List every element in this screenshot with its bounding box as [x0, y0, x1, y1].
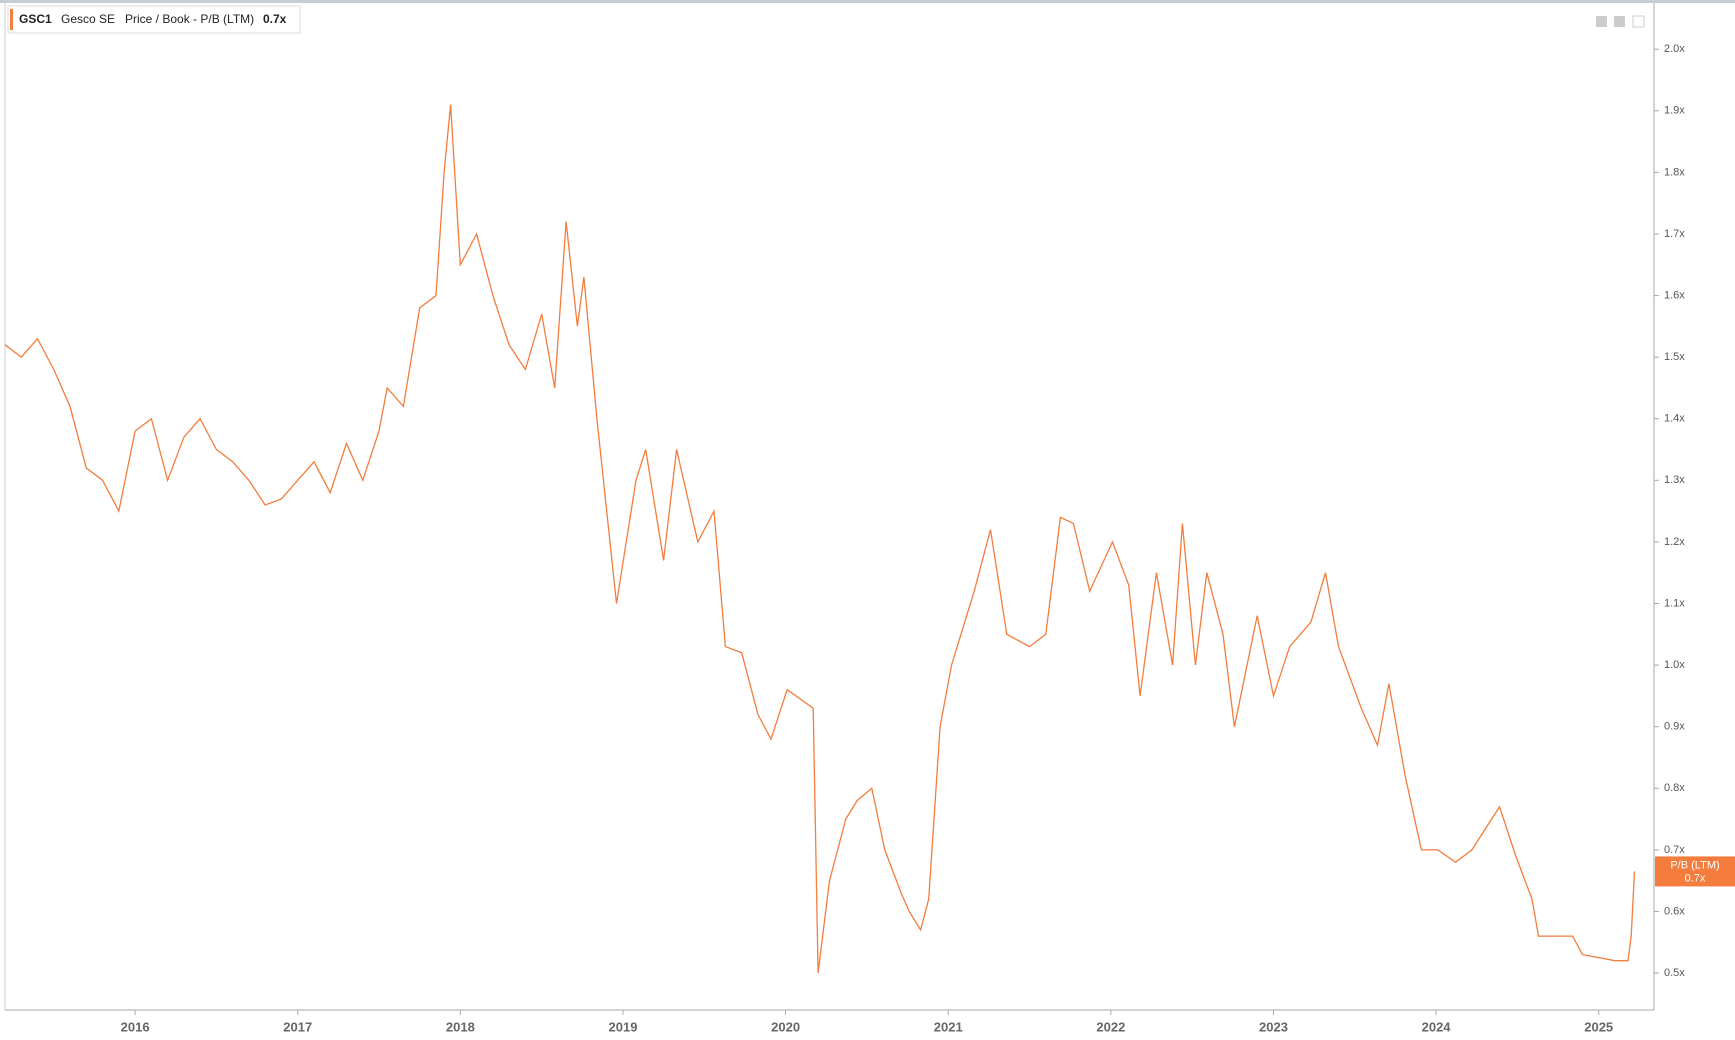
x-tick-label: 2018: [446, 1019, 475, 1034]
x-tick-label: 2017: [283, 1019, 312, 1034]
y-tick-label: 1.6x: [1664, 289, 1685, 301]
last-value-badge: [1655, 856, 1735, 887]
y-tick-label: 0.6x: [1664, 905, 1685, 917]
y-tick-label: 1.0x: [1664, 659, 1685, 671]
legend-box: [7, 5, 301, 34]
y-tick-label: 1.4x: [1664, 413, 1685, 425]
y-tick-label: 1.9x: [1664, 105, 1685, 117]
ticker: GSC1: [19, 12, 52, 26]
scroll-down-icon[interactable]: [1614, 16, 1625, 27]
x-tick-label: 2019: [609, 1019, 638, 1034]
x-tick-label: 2016: [121, 1019, 150, 1034]
y-tick-label: 0.5x: [1664, 967, 1685, 979]
y-tick-label: 2.0x: [1664, 43, 1685, 55]
x-tick-label: 2021: [934, 1019, 963, 1034]
collapse-icon[interactable]: [1632, 15, 1645, 28]
x-tick-label: 2025: [1584, 1019, 1613, 1034]
y-tick-label: 1.8x: [1664, 166, 1685, 178]
y-tick-label: 1.1x: [1664, 597, 1685, 609]
x-tick-label: 2024: [1422, 1019, 1452, 1034]
y-tick-label: 1.3x: [1664, 474, 1685, 486]
series-line: [4, 104, 1636, 974]
badge-name: P/B (LTM): [1670, 859, 1719, 871]
badge-value: 0.7x: [1685, 872, 1706, 884]
y-tick-label: 1.7x: [1664, 228, 1685, 240]
y-tick-label: 0.9x: [1664, 721, 1685, 733]
y-tick-label: 1.2x: [1664, 536, 1685, 548]
x-tick-label: 2023: [1259, 1019, 1288, 1034]
metric: Price / Book - P/B (LTM): [125, 12, 254, 26]
y-tick-label: 0.8x: [1664, 782, 1685, 794]
x-tick-label: 2022: [1096, 1019, 1125, 1034]
scroll-up-icon[interactable]: [1596, 16, 1607, 27]
x-tick-label: 2020: [771, 1019, 800, 1034]
y-tick-label: 0.7x: [1664, 844, 1685, 856]
last-value: 0.7x: [263, 12, 287, 26]
company: Gesco SE: [61, 12, 115, 26]
legend-swatch: [10, 9, 13, 30]
y-tick-label: 1.5x: [1664, 351, 1685, 363]
top-border: [0, 0, 1735, 3]
